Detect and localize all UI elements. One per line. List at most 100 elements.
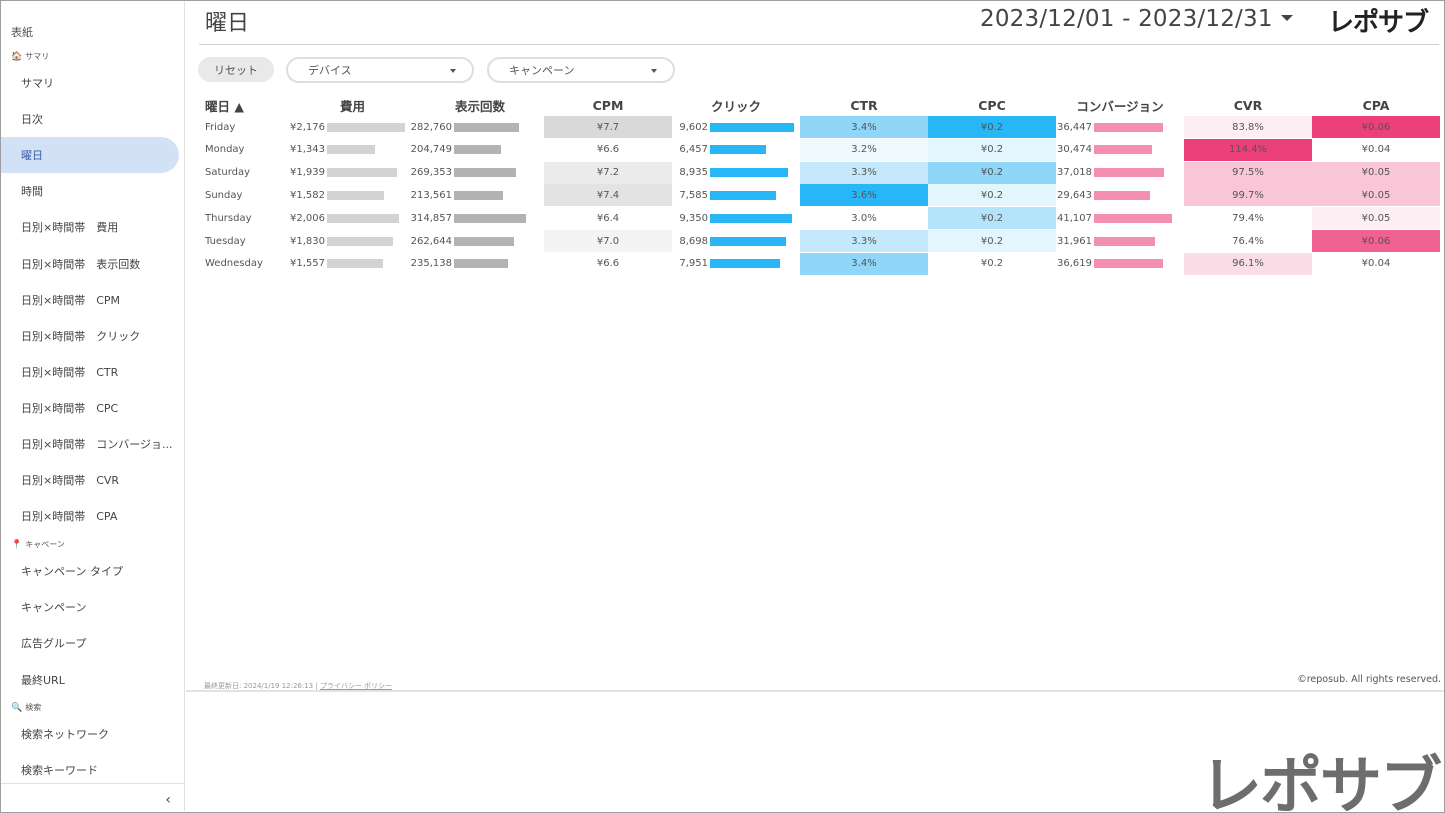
- cpm-cell: ¥7.7: [544, 116, 672, 138]
- conv-cell: 37,018: [1046, 162, 1165, 184]
- campaign-filter[interactable]: キャンペーン: [487, 57, 675, 83]
- cost-cell: ¥1,557: [279, 253, 383, 275]
- imp-value: 213,561: [410, 189, 452, 201]
- sidebar-item[interactable]: 曜日: [1, 137, 179, 174]
- column-header[interactable]: CPC: [978, 97, 1006, 113]
- cost-value: ¥1,830: [290, 235, 325, 247]
- cost-bar: [327, 259, 383, 269]
- cost-bar: [327, 236, 393, 246]
- date-range-picker[interactable]: 2023/12/01 - 2023/12/31: [980, 6, 1273, 32]
- cpa-cell: ¥0.05: [1312, 161, 1440, 184]
- ctr-cell: 3.3%: [800, 230, 928, 252]
- sidebar-item[interactable]: 日別×時間帯 クリック: [21, 329, 141, 343]
- cost-cell: ¥1,343: [279, 139, 376, 161]
- sidebar-item[interactable]: 日別×時間帯 CPC: [21, 401, 119, 415]
- column-header[interactable]: CPA: [1362, 97, 1390, 113]
- conv-cell: 30,474: [1046, 139, 1152, 161]
- cpc-cell: ¥0.2: [928, 161, 1056, 184]
- cvr-cell: 76.4%: [1184, 230, 1312, 252]
- sidebar-item[interactable]: 日別×時間帯 費用: [21, 221, 119, 235]
- sidebar-item[interactable]: キャンペーン: [21, 601, 87, 614]
- sidebar-item[interactable]: 検索キーワード: [21, 764, 98, 777]
- cpa-cell: ¥0.04: [1312, 252, 1440, 275]
- sidebar-item[interactable]: サマリ: [21, 77, 54, 90]
- cost-bar: [327, 145, 376, 155]
- day-cell: Wednesday: [205, 258, 263, 270]
- imp-value: 282,760: [410, 121, 452, 133]
- ctr-cell: 3.4%: [800, 252, 928, 275]
- imp-bar: [454, 236, 515, 246]
- ctr-cell: 3.2%: [800, 138, 928, 161]
- sidebar-section: 🏠 サマリ: [11, 51, 49, 62]
- cvr-cell: 96.1%: [1184, 252, 1312, 275]
- column-header[interactable]: 費用: [339, 98, 365, 114]
- cost-cell: ¥1,582: [279, 184, 384, 206]
- device-filter[interactable]: デバイス: [286, 57, 474, 83]
- chevron-down-icon[interactable]: [1281, 15, 1293, 21]
- cost-bar: [327, 190, 384, 200]
- column-header[interactable]: 曜日 ▲: [205, 98, 244, 114]
- sidebar-section-label: 検索: [25, 703, 42, 712]
- cpc-cell: ¥0.2: [928, 116, 1056, 138]
- cost-bar: [327, 122, 405, 132]
- conv-cell: 36,447: [1046, 116, 1164, 138]
- column-header[interactable]: コンバージョン: [1076, 98, 1164, 114]
- imp-value: 314,857: [410, 212, 452, 224]
- day-cell: Sunday: [205, 189, 243, 201]
- conv-value: 29,643: [1057, 189, 1092, 201]
- device-filter-label: デバイス: [308, 64, 352, 77]
- cost-value: ¥2,006: [290, 212, 325, 224]
- sidebar-section: 🔍 検索: [11, 702, 41, 713]
- cpc-cell: ¥0.2: [928, 230, 1056, 252]
- sidebar-item[interactable]: 日別×時間帯 表示回数: [21, 257, 141, 271]
- click-cell: 8,698: [662, 230, 787, 252]
- sidebar-item[interactable]: 日別×時間帯 CPM: [21, 293, 121, 307]
- conv-bar: [1094, 145, 1152, 155]
- column-header[interactable]: CPM: [592, 97, 624, 113]
- ctr-cell: 3.3%: [800, 161, 928, 184]
- campaign-filter-label: キャンペーン: [509, 64, 575, 77]
- imp-cell: 314,857: [406, 207, 526, 229]
- column-header[interactable]: クリック: [710, 98, 761, 114]
- sidebar-item[interactable]: 広告グループ: [21, 637, 87, 650]
- copyright: ©reposub. All rights reserved.: [1297, 674, 1441, 685]
- conv-bar: [1094, 213, 1172, 223]
- privacy-policy-link[interactable]: プライバシー ポリシー: [319, 682, 393, 690]
- reset-button[interactable]: リセット: [198, 57, 274, 82]
- sidebar-item[interactable]: 日次: [21, 113, 43, 127]
- cost-cell: ¥2,006: [279, 207, 399, 229]
- cvr-cell: 97.5%: [1184, 161, 1312, 184]
- click-value: 9,602: [679, 121, 708, 133]
- day-cell: Thursday: [205, 212, 252, 224]
- sidebar-item[interactable]: 最終URL: [21, 674, 65, 687]
- conv-value: 37,018: [1057, 167, 1092, 179]
- column-header[interactable]: CVR: [1233, 97, 1263, 113]
- imp-cell: 213,561: [406, 184, 503, 206]
- conv-value: 31,961: [1057, 235, 1092, 247]
- click-value: 7,951: [679, 258, 708, 270]
- cost-cell: ¥1,830: [279, 230, 393, 252]
- sidebar-item[interactable]: 日別×時間帯 CPA: [21, 510, 118, 524]
- cvr-cell: 99.7%: [1184, 184, 1312, 207]
- cost-bar: [327, 168, 397, 178]
- sidebar-item[interactable]: 日別×時間帯 CTR: [21, 365, 119, 379]
- sidebar-section: 📍 キャペーン: [11, 539, 65, 550]
- sidebar-item[interactable]: 日別×時間帯 CVR: [21, 474, 120, 488]
- cpm-cell: ¥7.4: [544, 184, 672, 207]
- column-header[interactable]: CTR: [850, 97, 878, 113]
- collapse-sidebar-icon[interactable]: ‹: [165, 792, 171, 808]
- cpc-cell: ¥0.2: [928, 138, 1056, 161]
- pin-icon: 📍: [11, 539, 23, 550]
- sidebar-item[interactable]: 日別×時間帯 コンバージョ...: [21, 438, 173, 451]
- sidebar-item[interactable]: 時間: [21, 185, 43, 199]
- imp-bar: [454, 168, 516, 178]
- conv-cell: 29,643: [1046, 184, 1151, 206]
- day-cell: Tuesday: [205, 235, 246, 247]
- sidebar-section-label: キャペーン: [25, 540, 65, 549]
- sidebar-item[interactable]: 検索ネットワーク: [21, 728, 109, 741]
- sidebar-cover-link[interactable]: 表紙: [11, 26, 33, 39]
- sidebar-item[interactable]: キャンペーン タイプ: [21, 565, 123, 578]
- column-header[interactable]: 表示回数: [454, 98, 505, 114]
- conv-cell: 36,619: [1046, 253, 1164, 275]
- click-bar: [710, 145, 767, 155]
